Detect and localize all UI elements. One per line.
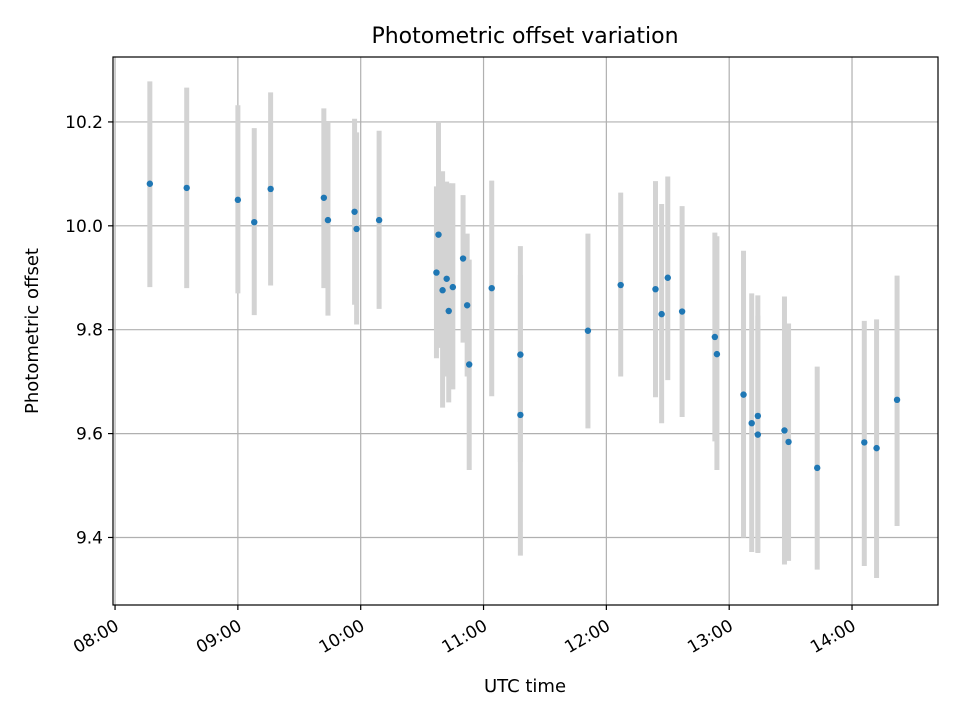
data-point [183, 184, 190, 192]
data-point [781, 427, 788, 434]
data-point [267, 185, 274, 193]
data-point [785, 438, 792, 446]
data-point [678, 308, 686, 315]
data-point [234, 196, 242, 204]
data-point [754, 412, 762, 420]
y-tick-label: 9.4 [76, 528, 103, 548]
y-tick-label: 10.2 [65, 113, 103, 133]
data-point [146, 180, 154, 187]
data-point [445, 307, 452, 315]
data-point [353, 225, 360, 233]
data-point [435, 231, 442, 238]
data-point [375, 216, 383, 224]
data-point [617, 281, 624, 289]
plot-frame [112, 56, 939, 606]
data-point [893, 396, 901, 404]
data-point [584, 327, 592, 334]
y-tick-label: 9.6 [76, 425, 103, 445]
data-point [664, 274, 671, 281]
chart-title: Photometric offset variation [371, 24, 678, 49]
data-point [351, 208, 358, 215]
y-axis-ticks: 9.4 9.6 9.8 10.0 10.2 [65, 113, 113, 548]
data-point [517, 351, 524, 358]
data-point [754, 431, 762, 438]
data-point [652, 285, 659, 293]
data-point [449, 283, 457, 291]
y-axis-label: Photometric offset [22, 248, 43, 414]
data-point [873, 444, 880, 452]
data-point [748, 419, 755, 427]
data-points [146, 180, 901, 472]
data-point [488, 284, 495, 292]
y-tick-label: 9.8 [76, 321, 103, 341]
data-point [459, 255, 467, 262]
data-point [433, 269, 440, 276]
data-point [251, 218, 258, 226]
data-point [443, 275, 450, 282]
data-point [463, 302, 471, 309]
data-point [320, 194, 328, 201]
data-point [439, 287, 446, 294]
y-tick-label: 10.0 [65, 217, 103, 237]
data-point [324, 216, 332, 224]
data-point [517, 411, 524, 419]
data-point [711, 333, 719, 341]
data-point [740, 391, 747, 398]
data-point [713, 350, 721, 358]
data-point [658, 310, 665, 318]
x-axis-label: UTC time [484, 676, 566, 697]
data-point [466, 361, 473, 368]
data-point [861, 439, 868, 446]
data-point [814, 464, 821, 472]
